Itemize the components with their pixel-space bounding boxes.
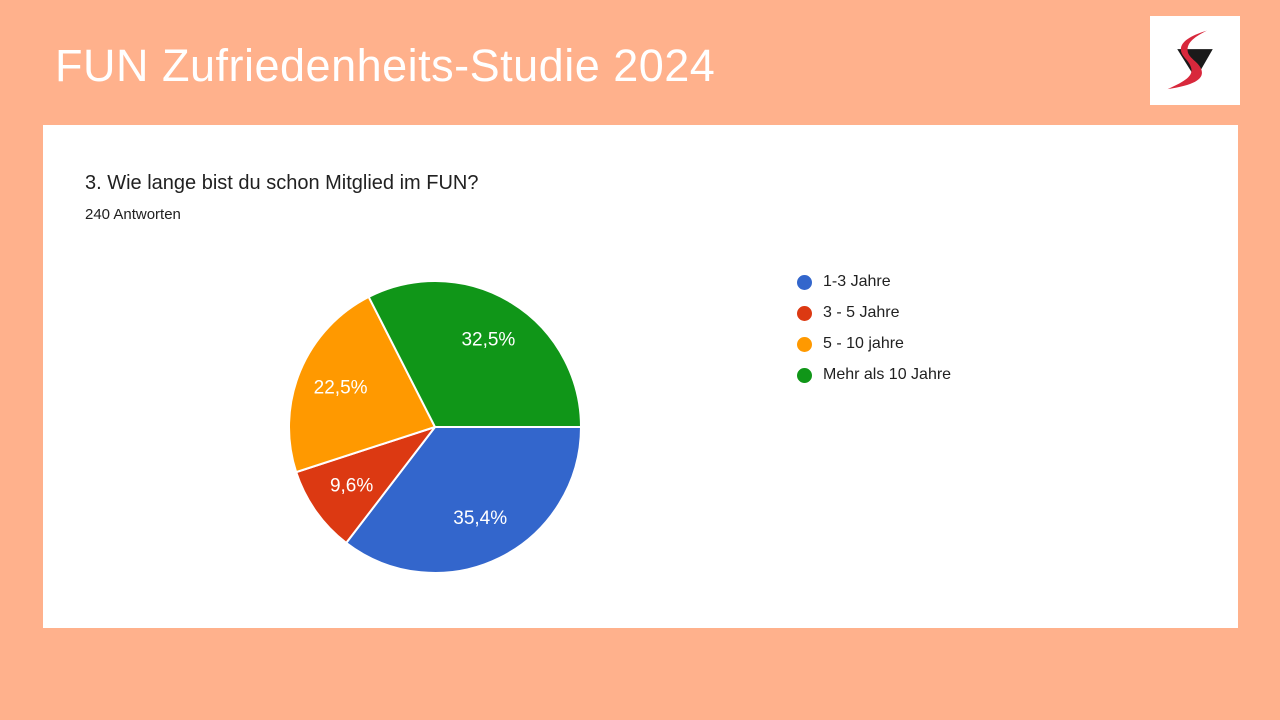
legend-label: 1-3 Jahre [823,273,891,290]
pie-slice-label: 22,5% [314,377,368,398]
results-card: 3. Wie lange bist du schon Mitglied im F… [43,125,1238,628]
pie-slice [288,295,436,474]
swoosh-triangle-logo-icon [1167,30,1213,89]
legend-label: 3 - 5 Jahre [823,304,900,321]
legend-swatch-icon [797,367,812,383]
pie-slice-label: 32,5% [461,329,515,350]
legend-label: 5 - 10 jahre [823,335,904,352]
legend: 1-3 Jahre 3 - 5 Jahre 5 - 10 jahre Mehr als… [797,274,951,383]
legend-label: Mehr als 10 Jahre [823,366,952,383]
pie-slice [345,426,582,574]
pie-slice [367,280,582,428]
pie-chart: 35,4% 9,6% 22,5% 32,5% [285,277,585,577]
logo [1150,16,1240,105]
legend-item: 5 - 10 jahre [797,336,951,352]
legend-item: Mehr als 10 Jahre [797,367,951,383]
page-title: FUN Zufriedenheits-Studie 2024 [55,40,716,91]
legend-swatch-icon [797,336,812,352]
legend-swatch-icon [797,305,812,321]
pie-slice-label: 35,4% [453,508,507,529]
question-title: 3. Wie lange bist du schon Mitglied im F… [85,172,479,194]
legend-item: 1-3 Jahre [797,274,951,290]
pie-slice-label: 9,6% [330,476,373,497]
legend-item: 3 - 5 Jahre [797,305,951,321]
pie-chart-svg: 35,4% 9,6% 22,5% 32,5% [288,280,582,574]
pie-slice [295,426,436,544]
responses-count: 240 Antworten [85,206,181,223]
legend-swatch-icon [797,274,812,290]
